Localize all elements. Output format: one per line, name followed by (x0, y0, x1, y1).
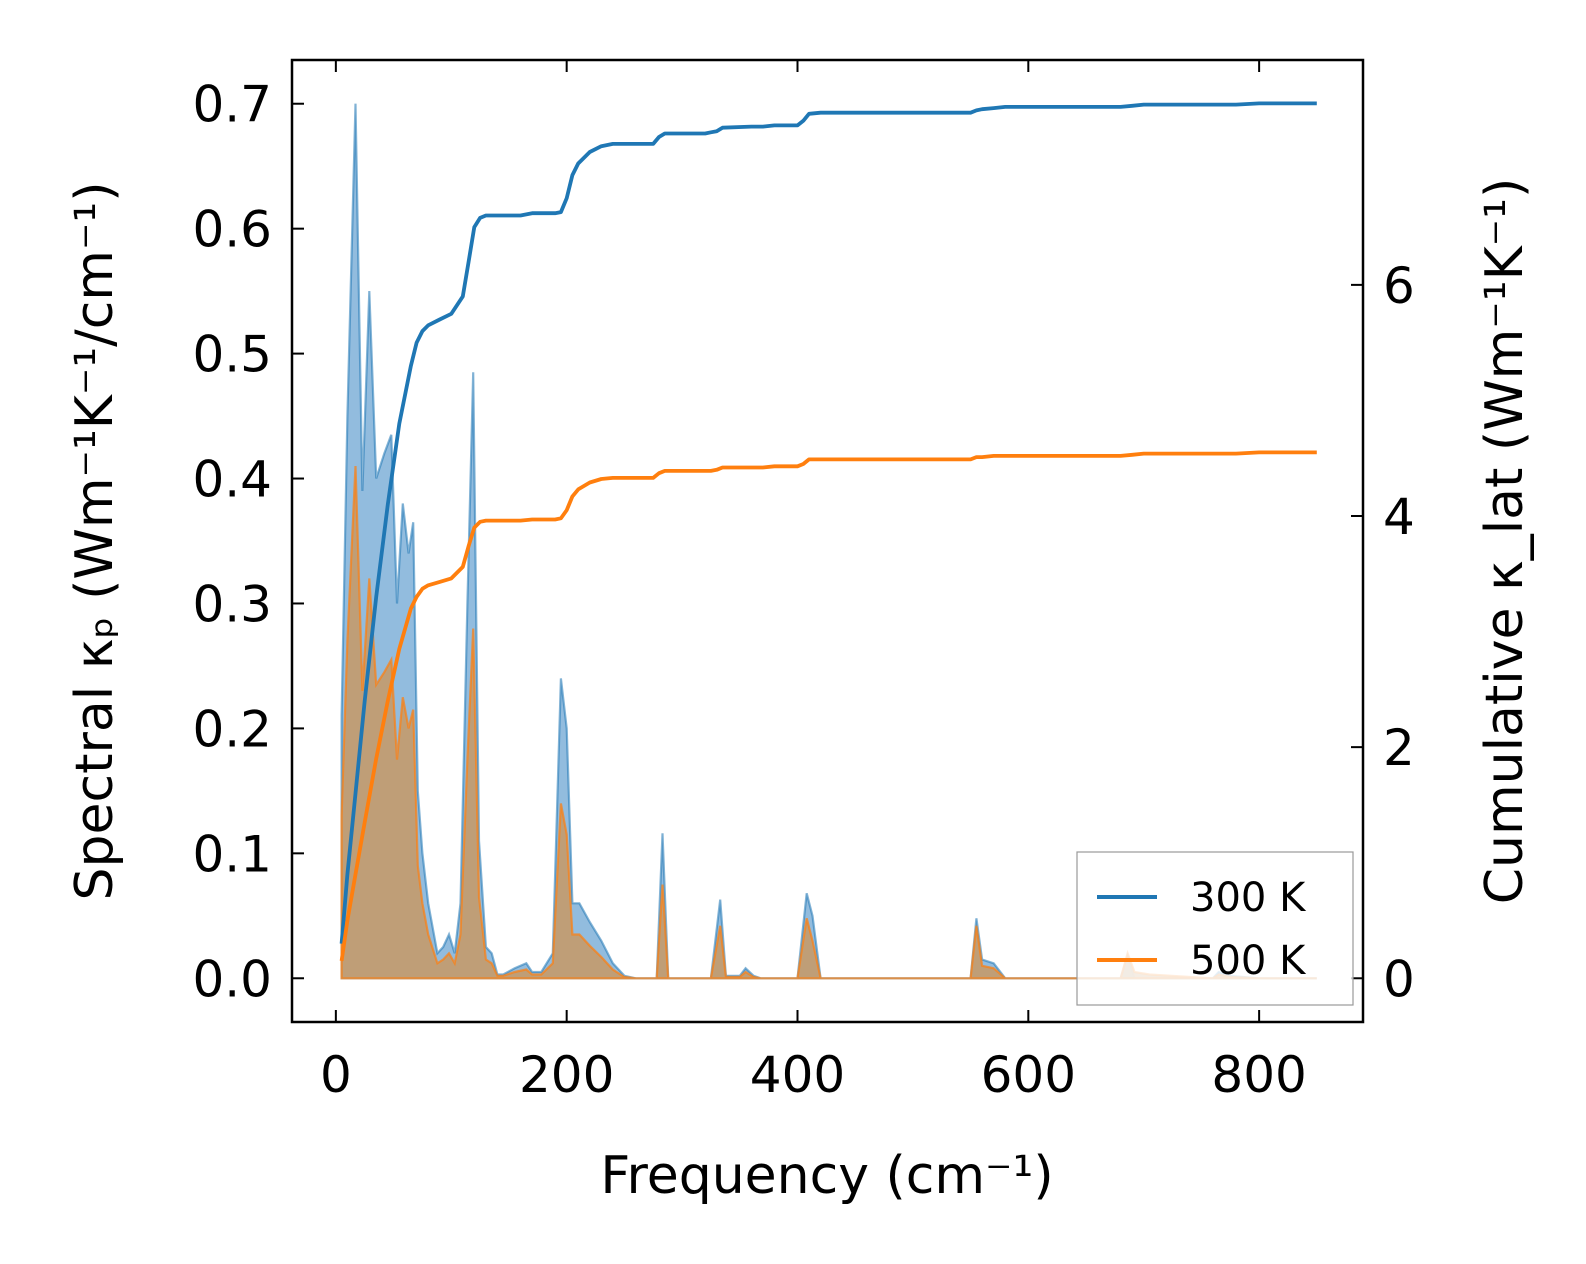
left-y-axis-label: Spectral κₚ (Wm⁻¹K⁻¹/cm⁻¹) (65, 181, 125, 900)
right-y-tick-label: 4 (1383, 488, 1415, 546)
left-y-tick-label: 0.7 (192, 76, 272, 134)
spectral-300k-area (340, 103, 1317, 980)
right-y-tick-label: 6 (1383, 257, 1415, 315)
legend-label: 300 K (1190, 875, 1307, 921)
x-tick-label: 400 (750, 1046, 845, 1104)
cumulative-300k-line (339, 101, 1317, 944)
left-y-tick-label: 0.4 (192, 451, 272, 509)
x-tick-label: 0 (320, 1046, 352, 1104)
left-y-tick-label: 0.5 (192, 326, 272, 384)
right-y-tick-label: 0 (1383, 950, 1415, 1008)
right-y-axis-label: Cumulative κ_lat (Wm⁻¹K⁻¹) (1475, 178, 1535, 905)
x-tick-label: 600 (981, 1046, 1076, 1104)
cumulative-500k-line (339, 450, 1317, 962)
plot-frame (290, 58, 1365, 1024)
left-y-tick-label: 0.3 (192, 575, 272, 633)
left-y-tick-label: 0.1 (192, 825, 272, 883)
right-y-tick-label: 2 (1383, 719, 1415, 777)
spectral-500k-area (340, 465, 1317, 980)
left-y-tick-label: 0.2 (192, 700, 272, 758)
x-tick-label: 800 (1211, 1046, 1306, 1104)
x-tick-label: 200 (519, 1046, 614, 1104)
x-axis-label: Frequency (cm⁻¹) (600, 1146, 1053, 1206)
legend-box (1076, 851, 1354, 1006)
left-y-tick-label: 0.6 (192, 201, 272, 259)
legend-label: 500 K (1190, 938, 1307, 984)
left-y-tick-label: 0.0 (192, 950, 272, 1008)
